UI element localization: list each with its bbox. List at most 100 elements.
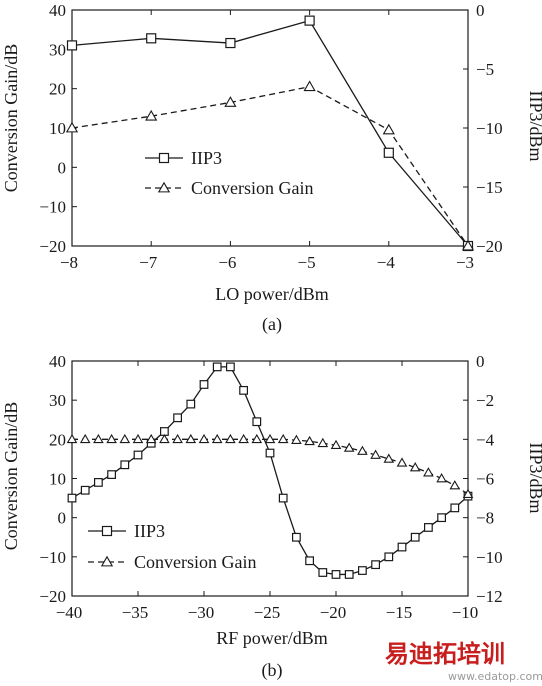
panel-b-iip3-point (410, 532, 420, 542)
panel-b-x-tick-label: −25 (254, 603, 281, 622)
panel-b-gain-point (383, 453, 395, 463)
panel-b-iip3-point (212, 362, 222, 372)
panel-a-y-right-tick-label: −5 (476, 60, 494, 79)
panel-b-y-right-tick-label: −2 (476, 391, 494, 410)
panel-b-iip3-point (265, 448, 275, 458)
panel-b-legend-iip3-marker (101, 525, 113, 537)
panel-b-y-right-tick-label: −6 (476, 470, 494, 489)
panel-a-legend-gain-label: Conversion Gain (191, 178, 313, 198)
panel-a-y-left-tick-label: 20 (49, 80, 66, 99)
panel-b-gain-point (277, 433, 289, 444)
panel-b-ylabel-left: Conversion Gain/dB (1, 402, 21, 551)
watermark-url: www.edatop.com (448, 670, 542, 683)
panel-b-iip3-point (278, 493, 288, 503)
panel-a-x-tick-label: −8 (60, 253, 78, 272)
panel-a-legend-iip3-label: IIP3 (191, 148, 222, 168)
panel-b-gain-point (343, 442, 355, 452)
panel-a-y-left-tick-label: 30 (49, 40, 66, 59)
panel-b-y-left-tick-label: 0 (58, 509, 67, 528)
panel-b-iip3-point (437, 513, 446, 523)
panel-b-iip3-point (292, 532, 301, 542)
panel-b-iip3-point (252, 417, 262, 427)
panel-b-y-right-tick-label: 0 (476, 352, 485, 371)
panel-a-ylabel-right: IIP3/dBm (526, 90, 542, 161)
panel-b-gain-point (330, 439, 342, 450)
panel-a-legend-gain-marker (157, 181, 171, 193)
panel-b-iip3-point (67, 493, 77, 503)
panel-b-plot-frame (71, 360, 469, 597)
panel-b-gain-point (119, 433, 131, 444)
panel-a-y-left-tick-label: 40 (49, 1, 66, 20)
panel-a-gain-point (303, 80, 316, 92)
panel-b-iip3-point (186, 399, 196, 409)
panel-b-gain-point (357, 445, 368, 455)
panel-b-gain-point (106, 433, 117, 444)
panel-a-ylabel-left: Conversion Gain/dB (1, 44, 21, 193)
panel-b: Conversion Gain/dB IIP3/dBm RF power/dBm… (1, 402, 542, 681)
panel-b-gain-point (396, 457, 408, 467)
panel-b-ylabel-right: IIP3/dBm (526, 442, 542, 513)
panel-b-gain-point (423, 467, 434, 477)
panel-b-gain-point (264, 433, 276, 444)
panel-a-iip3-point (304, 15, 315, 26)
panel-b-iip3-point (173, 413, 183, 423)
panel-a-y-right-tick-label: 0 (476, 1, 485, 20)
panel-a-caption: (a) (262, 314, 282, 335)
panel-b-iip3-point (450, 503, 460, 513)
panel-b-gain-point (185, 433, 197, 444)
panel-b-gain-point (304, 435, 315, 446)
panel-b-gain-point (211, 433, 223, 444)
panel-b-gain-point (79, 433, 91, 444)
panel-b-legend-iip3-label: IIP3 (134, 521, 165, 541)
panel-b-gain-point (449, 480, 461, 490)
panel-a-y-left-tick-label: 0 (58, 158, 67, 177)
panel-a-y-right-tick-label: −10 (476, 119, 503, 138)
panel-b-gain-point (172, 433, 183, 444)
panel-b-xlabel: RF power/dBm (216, 628, 328, 648)
panel-a-xlabel: LO power/dBm (215, 284, 328, 304)
panel-b-gain-line (72, 438, 469, 495)
panel-b-y-right-tick-label: −8 (476, 509, 494, 528)
panel-b-x-tick-label: −30 (188, 603, 215, 622)
panel-b-iip3-point (397, 542, 407, 552)
panel-b-gain-point (291, 434, 302, 444)
panel-b-iip3-point (424, 523, 433, 532)
panel-a-iip3-point (66, 40, 78, 51)
watermark: 易迪拓培训 www.edatop.com (385, 640, 542, 683)
panel-b-iip3-point (199, 380, 209, 389)
panel-b-iip3-point (305, 556, 314, 566)
watermark-logo-text: 易迪拓培训 (385, 640, 505, 668)
panel-b-gain-point (198, 433, 210, 444)
panel-b-iip3-point (371, 560, 380, 570)
panel-b-iip3-point (318, 568, 328, 577)
panel-a-x-tick-label: −4 (377, 253, 396, 272)
panel-b-iip3-point (384, 552, 394, 562)
panel-b-y-left-tick-label: 40 (49, 352, 66, 371)
panel-b-iip3-point (358, 566, 367, 575)
panel-b-legend-gain-label: Conversion Gain (134, 552, 256, 572)
panel-a-gain-point (461, 239, 475, 251)
panel-b-legend-gain-marker (100, 555, 114, 567)
panel-a-y-right-tick-label: −15 (476, 178, 503, 197)
panel-b-iip3-point (344, 570, 354, 579)
panel-a-gain-point (224, 96, 237, 107)
panel-b-caption: (b) (262, 660, 283, 681)
panel-b-gain-point (409, 462, 421, 472)
panel-b-gain-point (436, 473, 447, 483)
panel-a-plot-frame (71, 9, 469, 247)
panel-b-gain-point (462, 488, 474, 498)
panel-b-y-left-tick-label: −10 (39, 548, 66, 567)
panel-a-gain-point (65, 121, 79, 133)
panel-b-y-left-tick-label: 10 (49, 470, 66, 489)
panel-b-iip3-point (331, 570, 341, 579)
panel-a-y-left-tick-label: −10 (39, 198, 66, 217)
panel-a-y-right-tick-label: −20 (476, 237, 503, 256)
panel-b-gain-point (145, 433, 157, 444)
panel-a-x-tick-label: −5 (298, 253, 316, 272)
panel-a-gain-line (71, 86, 469, 247)
panel-a-iip3-line (71, 19, 469, 247)
panel-b-y-right-tick-label: −10 (476, 548, 503, 567)
panel-b-iip3-point (93, 478, 103, 487)
chart-marks: −8 −7 −6 −5 −4 −3−20−10010203040−20−15−10−50I… (39, 1, 502, 622)
